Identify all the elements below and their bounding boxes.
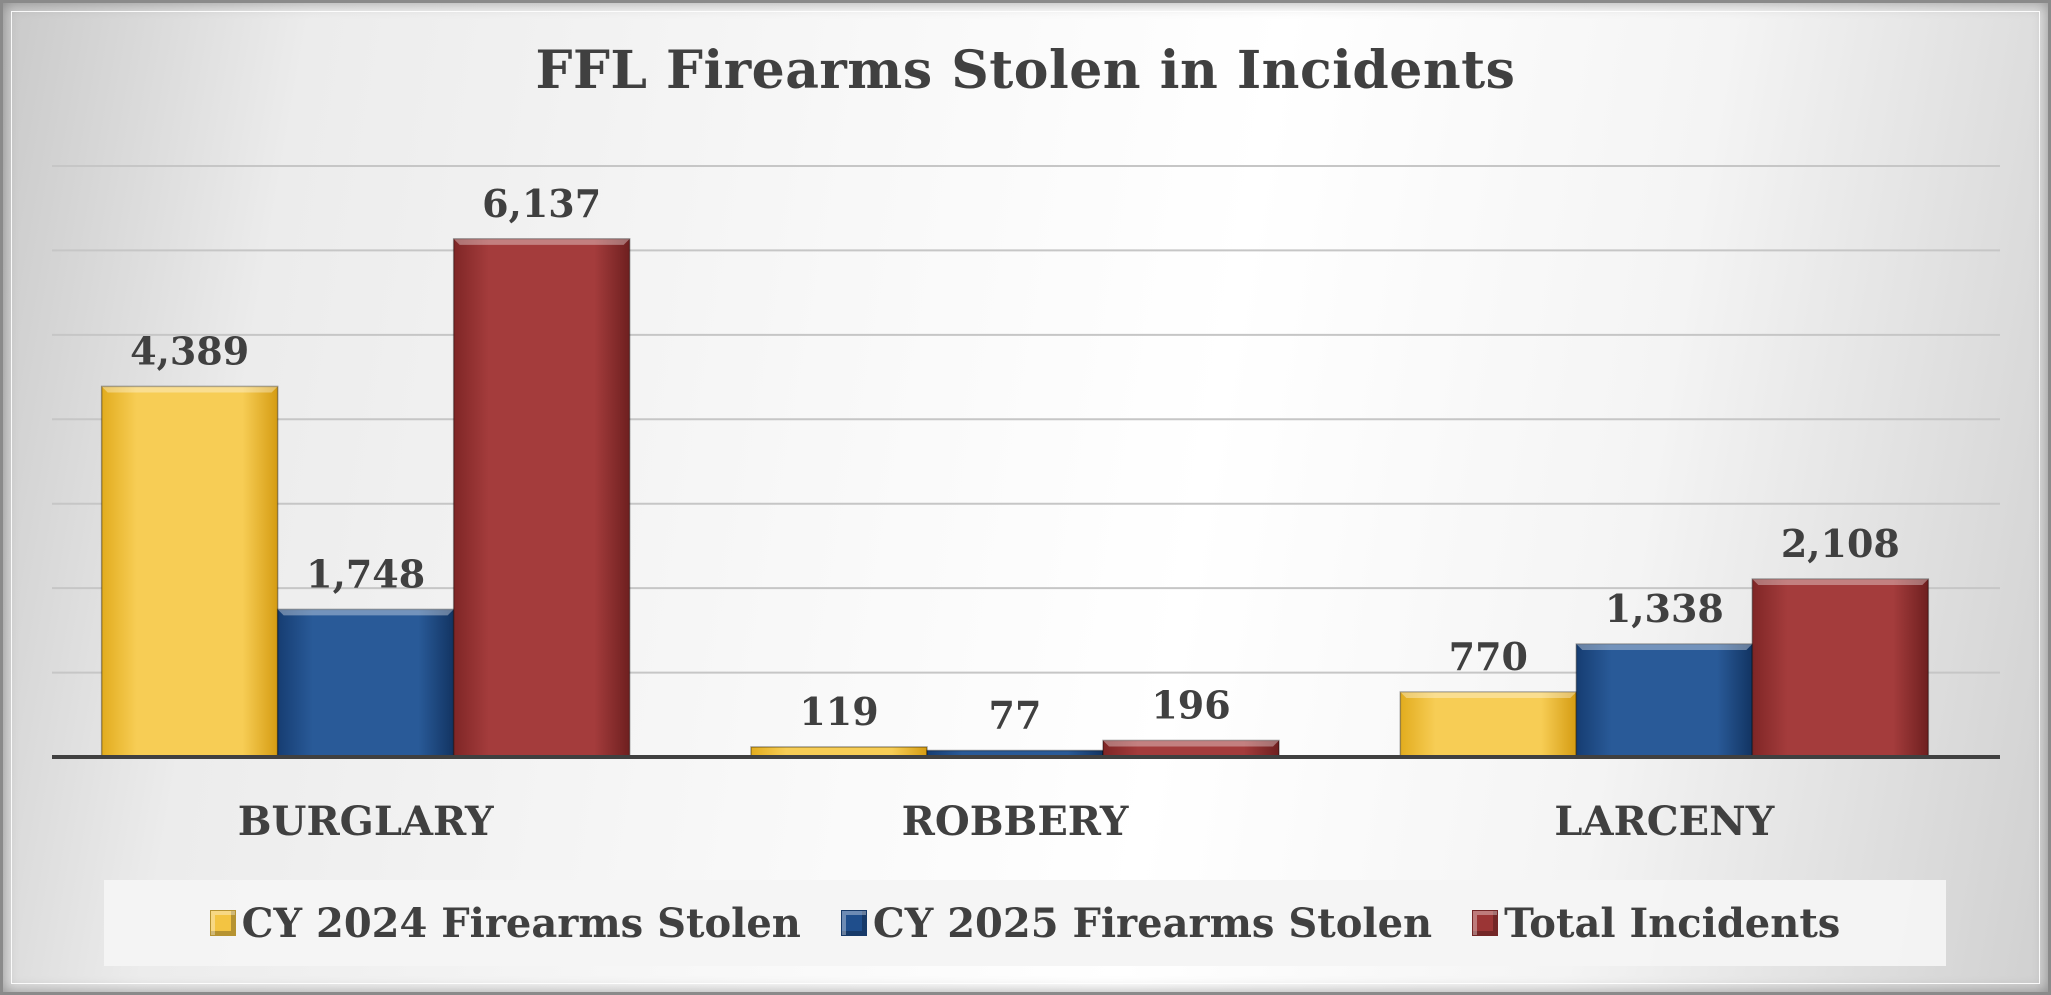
bar [452,238,631,758]
legend-item-total-incidents: Total Incidents [1472,900,1840,947]
bar-bevel [1752,579,1929,586]
bar-burglary-series-1 [276,608,455,758]
bar-robbery-series-2 [1102,739,1280,758]
category-label-burglary: BURGLARY [238,798,494,845]
legend-swatch-cy2025 [840,910,867,936]
bar-bevel [1576,644,1753,651]
legend-swatch-cy2024 [209,910,236,936]
bar [100,385,279,758]
bar-bevel [1400,691,1577,698]
bar-bevel [277,609,454,616]
gridlines [52,165,2000,674]
data-label: 196 [1151,682,1230,727]
legend-label-cy2025: CY 2025 Firearms Stolen [872,899,1433,947]
data-label: 2,108 [1781,521,1900,566]
bar-bevel [1103,740,1279,747]
data-label: 77 [989,692,1042,737]
category-labels: BURGLARY ROBBERY LARCENY [238,798,1775,845]
category-label-robbery: ROBBERY [902,798,1129,845]
data-labels: 4,389 1,748 6,137 119 77 196 770 1,338 2,108 [130,181,1900,738]
data-label: 770 [1449,634,1528,679]
legend: CY 2024 Firearms Stolen CY 2025 Firearms… [104,880,1946,966]
data-label: 1,748 [306,551,425,596]
chart-title: FFL Firearms Stolen in Incidents [535,40,1516,101]
category-label-larceny: LARCENY [1554,798,1774,845]
data-label: 119 [799,689,878,734]
bar [1399,691,1578,758]
bar-bevel [101,386,278,393]
data-label: 4,389 [130,328,249,373]
legend-item-cy2024: CY 2024 Firearms Stolen [209,899,801,947]
bar-burglary-series-0 [100,385,279,758]
legend-item-cy2025: CY 2025 Firearms Stolen [840,899,1433,947]
bars [100,238,1930,758]
bar-larceny-series-1 [1575,643,1754,758]
bar [1575,643,1754,758]
bar [276,608,455,758]
legend-swatch-total-incidents [1472,910,1499,936]
bar-bevel [453,238,630,245]
bar-burglary-series-2 [452,238,631,758]
legend-label-total-incidents: Total Incidents [1504,899,1841,947]
bar [1751,578,1930,758]
data-label: 1,338 [1605,586,1724,631]
data-label: 6,137 [482,181,601,226]
legend-label-cy2024: CY 2024 Firearms Stolen [241,899,801,947]
bar-larceny-series-0 [1399,691,1578,758]
bar-larceny-series-2 [1751,578,1930,758]
